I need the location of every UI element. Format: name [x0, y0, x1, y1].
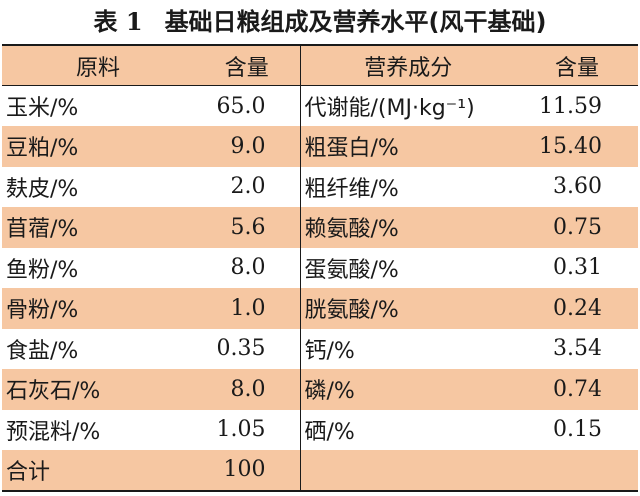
header-level: 含量: [554, 55, 599, 81]
content-cell: 5.6: [194, 207, 301, 248]
ingredient-cell: 玉米/%: [6, 96, 79, 121]
level-cell: [516, 450, 638, 491]
header-nutrient: 营养成分: [364, 55, 453, 81]
nutrient-cell: [300, 450, 516, 491]
diet-composition-table: 原料 含量 营养成分 含量 玉米/% 65.0 代谢能/(MJ·kg⁻¹) 11.59…: [2, 44, 638, 492]
ingredient-cell: 麸皮/%: [6, 176, 79, 202]
nutrient-cell: 胱氨酸/%: [304, 298, 399, 324]
ingredient-cell: 鱼粉/%: [6, 257, 79, 283]
nutrient-cell: 硒/%: [304, 419, 355, 445]
level-cell: 0.24: [553, 295, 602, 321]
table-title: 基础日粮组成及营养水平(风干基础): [164, 8, 547, 36]
content-cell: 100: [194, 450, 301, 491]
content-cell: 8.0: [194, 369, 301, 410]
level-cell: 0.74: [553, 376, 602, 402]
level-cell: 0.15: [553, 417, 602, 443]
ingredient-cell: 合计: [6, 459, 51, 485]
table-row: 合计 100: [2, 450, 638, 491]
table-row: 石灰石/% 8.0 磷/% 0.74: [2, 369, 638, 410]
ingredient-cell: 石灰石/%: [6, 379, 101, 405]
ingredient-cell: 骨粉/%: [6, 298, 79, 324]
nutrient-cell: 蛋氨酸/%: [304, 257, 399, 283]
table-header-row: 原料 含量 营养成分 含量: [2, 45, 638, 86]
table-row: 苜蓿/% 5.6 赖氨酸/% 0.75: [2, 207, 638, 248]
table-row: 鱼粉/% 8.0 蛋氨酸/% 0.31: [2, 247, 638, 288]
nutrient-cell: 代谢能/(MJ·kg⁻¹): [304, 96, 475, 121]
nutrient-cell: 赖氨酸/%: [304, 217, 399, 243]
table-row: 玉米/% 65.0 代谢能/(MJ·kg⁻¹) 11.59: [2, 85, 638, 126]
content-cell: 1.0: [194, 288, 301, 329]
content-cell: 1.05: [194, 409, 301, 450]
header-content: 含量: [194, 45, 301, 86]
table-row: 豆粕/% 9.0 粗蛋白/% 15.40: [2, 126, 638, 167]
nutrient-cell: 粗纤维/%: [304, 176, 399, 202]
ingredient-cell: 食盐/%: [6, 338, 79, 364]
nutrient-cell: 磷/%: [304, 379, 355, 405]
content-cell: 2.0: [194, 166, 301, 207]
ingredient-cell: 苜蓿/%: [6, 217, 79, 243]
content-cell: 8.0: [194, 247, 301, 288]
table-row: 预混料/% 1.05 硒/% 0.15: [2, 409, 638, 450]
level-cell: 3.60: [553, 174, 602, 200]
table-row: 食盐/% 0.35 钙/% 3.54: [2, 328, 638, 369]
level-cell: 3.54: [553, 336, 602, 362]
ingredient-cell: 豆粕/%: [6, 136, 79, 162]
header-ingredient: 原料: [75, 55, 120, 81]
level-cell: 11.59: [539, 93, 602, 119]
content-cell: 65.0: [194, 85, 301, 126]
table-number: 表 1: [93, 7, 143, 36]
table-caption: 表 1 基础日粮组成及营养水平(风干基础): [0, 2, 640, 42]
ingredient-cell: 预混料/%: [6, 419, 101, 445]
table-row: 麸皮/% 2.0 粗纤维/% 3.60: [2, 166, 638, 207]
content-cell: 0.35: [194, 328, 301, 369]
level-cell: 0.75: [553, 214, 602, 240]
level-cell: 0.31: [553, 255, 602, 281]
table-row: 骨粉/% 1.0 胱氨酸/% 0.24: [2, 288, 638, 329]
content-cell: 9.0: [194, 126, 301, 167]
nutrient-cell: 钙/%: [304, 338, 355, 364]
nutrient-cell: 粗蛋白/%: [304, 136, 399, 162]
level-cell: 15.40: [539, 133, 602, 159]
